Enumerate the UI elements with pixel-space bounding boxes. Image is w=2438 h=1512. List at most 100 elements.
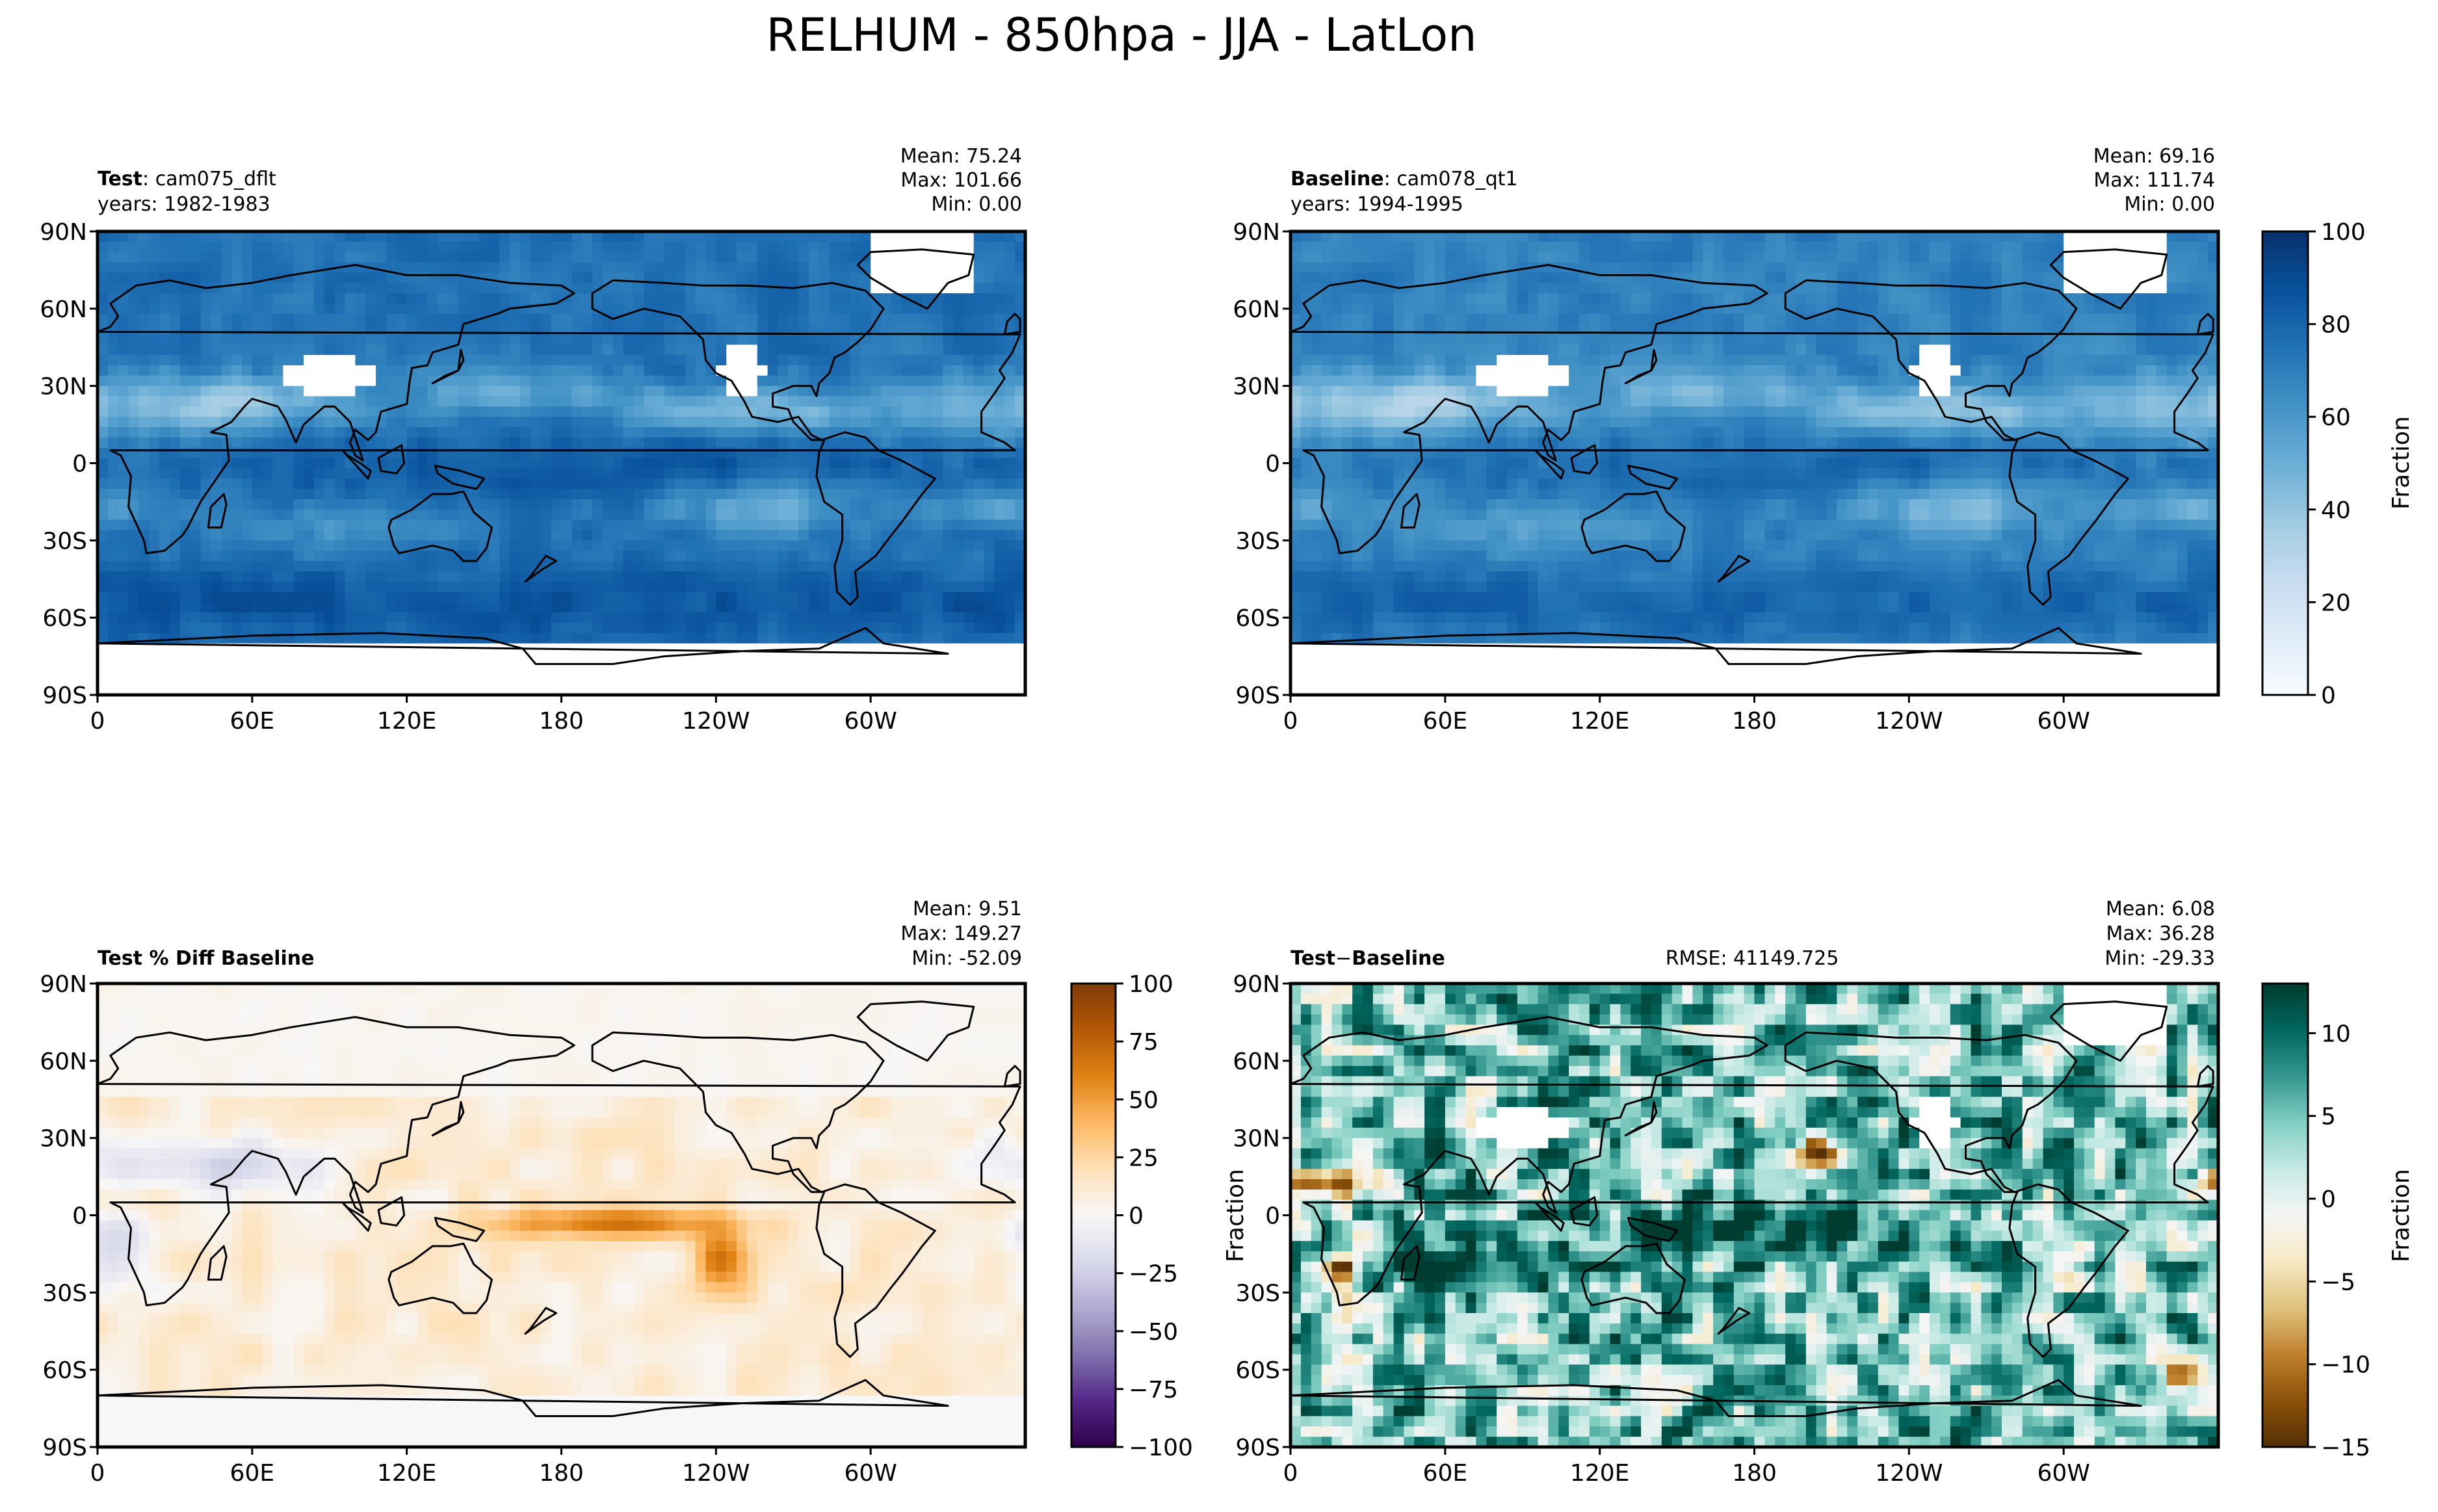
heatmap-cell [386,437,397,449]
heatmap-cell [612,684,624,695]
heatmap-cell [633,396,645,408]
heatmap-cell [664,283,675,294]
heatmap-cell [478,293,490,304]
heatmap-cell [1393,303,1405,315]
heatmap-cell [943,478,954,489]
heatmap-cell [963,437,975,449]
heatmap-cell [1372,324,1384,335]
heatmap-cell [1414,313,1425,325]
heatmap-cell [623,355,635,366]
heatmap-cell [664,623,675,634]
heatmap-cell [406,653,418,665]
heatmap-cell [468,241,480,253]
heatmap-cell [778,334,789,345]
heatmap-cell [1805,262,1817,274]
heatmap-cell [128,417,140,428]
heatmap-cell [788,252,799,263]
heatmap-cell [1847,252,1858,263]
heatmap-cell [881,489,892,500]
heatmap-cell [984,345,995,356]
heatmap-cell [190,674,202,685]
heatmap-cell [510,602,521,613]
heatmap-cell [953,324,964,335]
heatmap-cell [376,581,387,593]
heatmap-cell [107,293,119,304]
heatmap-cell [293,262,304,274]
heatmap-cell [211,684,222,695]
heatmap-cell [1805,272,1817,283]
heatmap-cell [788,334,799,345]
heatmap-cell [767,674,779,685]
heatmap-cell [200,324,212,335]
heatmap-cell [365,345,376,356]
heatmap-cell [1300,272,1312,283]
heatmap-cell [499,231,511,242]
heatmap-cell [417,241,428,253]
heatmap-cell [994,396,1006,408]
heatmap-cell [272,334,284,345]
heatmap-cell [107,324,119,335]
heatmap-cell [520,592,531,603]
heatmap-cell [1342,252,1353,263]
heatmap-cell [994,623,1006,634]
heatmap-cell [334,345,346,356]
heatmap-cell [118,581,129,593]
heatmap-cell [365,623,376,634]
heatmap-cell [602,375,614,387]
heatmap-cell [1004,458,1016,469]
heatmap-cell [355,612,367,623]
heatmap-cell [726,272,737,283]
heatmap-cell [1558,252,1569,263]
heatmap-cell [757,283,768,294]
heatmap-cell [376,427,387,438]
heatmap-cell [1352,313,1363,325]
heatmap-cell [602,478,614,489]
heatmap-cell [881,592,892,603]
heatmap-cell [272,345,284,356]
heatmap-cell [262,293,274,304]
heatmap-cell [963,231,975,242]
heatmap-cell [211,499,222,510]
heatmap-cell [819,375,830,387]
heatmap-cell [633,581,645,593]
heatmap-cell [778,293,789,304]
heatmap-cell [107,334,119,345]
heatmap-cell [829,530,841,541]
heatmap-cell [1795,262,1807,274]
heatmap-cell [272,375,284,387]
heatmap-cell [190,437,202,449]
heatmap-cell [1004,262,1016,274]
heatmap-cell [973,241,985,253]
heatmap-cell [417,684,428,695]
heatmap-cell [716,509,727,521]
heatmap-cell [98,530,109,541]
heatmap-cell [767,561,779,572]
heatmap-cell [953,561,964,572]
heatmap-cell [571,417,583,428]
heatmap-cell [2177,231,2188,242]
heatmap-cell [819,313,830,325]
heatmap-cell [396,592,408,603]
heatmap-cell [190,241,202,253]
heatmap-cell [1435,313,1446,325]
heatmap-cell [324,653,335,665]
heatmap-cell [2208,252,2218,263]
heatmap-cell [726,262,737,274]
heatmap-cell [592,674,603,685]
heatmap-cell [953,653,964,665]
heatmap-cell [726,519,737,531]
heatmap-cell [932,632,943,644]
heatmap-cell [149,468,160,479]
heatmap-cell [262,345,274,356]
heatmap-cell [664,561,675,572]
heatmap-cell [788,458,799,469]
heatmap-cell [582,437,593,449]
heatmap-cell [685,252,696,263]
heatmap-cell [179,540,191,551]
heatmap-cell [417,571,428,582]
heatmap-cell [901,612,913,623]
heatmap-cell [1837,324,1848,335]
heatmap-cell [231,530,242,541]
heatmap-cell [644,571,655,582]
heatmap-cell [612,365,624,376]
